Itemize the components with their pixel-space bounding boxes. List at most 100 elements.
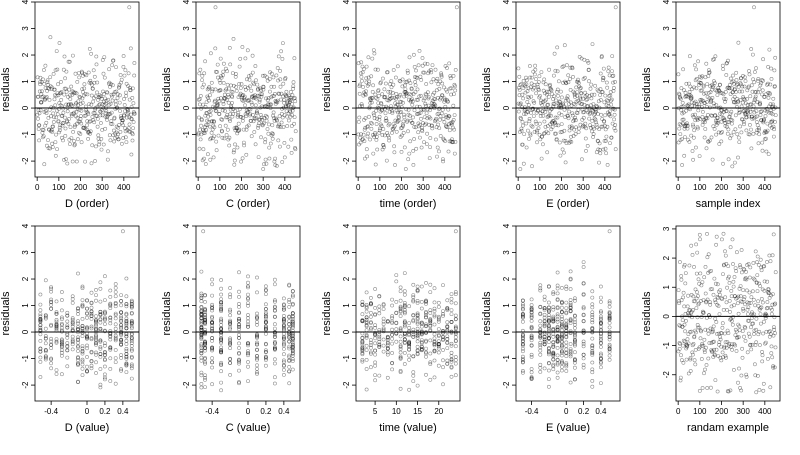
data-point (241, 127, 246, 132)
data-point (534, 110, 539, 115)
data-point (234, 126, 239, 131)
data-point (104, 98, 109, 103)
data-point (731, 97, 736, 102)
data-point (224, 87, 229, 92)
data-point (40, 89, 44, 94)
data-point (111, 133, 116, 138)
data-point (693, 347, 698, 352)
data-point (57, 41, 62, 45)
data-point (521, 161, 526, 166)
data-point (760, 140, 765, 145)
data-point (773, 113, 778, 118)
data-point (293, 145, 297, 150)
data-point (64, 89, 69, 94)
data-point (768, 102, 773, 107)
data-point (715, 115, 720, 120)
data-point (560, 129, 565, 134)
data-point (382, 87, 387, 92)
data-point (383, 81, 388, 86)
data-point (529, 352, 534, 357)
data-point (519, 126, 524, 131)
x-tick-label: 0 (676, 183, 681, 192)
data-point (550, 125, 555, 129)
data-point (770, 112, 775, 117)
data-point (286, 102, 291, 107)
data-point (738, 110, 742, 115)
data-point (86, 112, 91, 116)
data-point (590, 384, 595, 389)
data-point (82, 82, 87, 87)
data-point (689, 100, 694, 105)
data-point (374, 134, 379, 139)
data-point (410, 97, 415, 102)
data-point (740, 329, 745, 334)
data-point (124, 276, 129, 281)
data-point (271, 113, 276, 118)
data-point (44, 120, 49, 125)
data-point (747, 114, 752, 119)
data-point (697, 232, 702, 237)
data-point (525, 89, 530, 94)
data-point (416, 124, 421, 129)
data-point (80, 373, 85, 378)
data-point (546, 102, 551, 107)
data-point (611, 89, 616, 93)
data-point (272, 84, 277, 89)
data-point (558, 130, 563, 135)
data-point (54, 326, 59, 331)
data-point (545, 150, 550, 155)
data-point (78, 101, 83, 106)
y-axis-label: residuals (641, 67, 653, 112)
data-point (525, 100, 530, 104)
data-point (97, 93, 102, 98)
data-point (114, 130, 119, 135)
data-point (732, 87, 737, 92)
data-point (361, 93, 366, 98)
data-point (564, 306, 569, 311)
data-point (688, 96, 693, 101)
data-point (204, 111, 209, 116)
y-axis-label: residuals (161, 291, 173, 336)
data-point (699, 315, 704, 319)
data-point (94, 54, 99, 59)
data-point (403, 83, 407, 88)
data-point (243, 87, 248, 92)
data-point (49, 87, 54, 92)
data-point (49, 105, 54, 110)
data-point (438, 134, 443, 138)
data-point (74, 114, 78, 119)
data-point (702, 337, 707, 342)
data-point (94, 341, 98, 346)
data-point (576, 81, 581, 85)
data-point (373, 130, 378, 135)
data-point (552, 51, 557, 56)
data-point (119, 314, 124, 319)
data-point (579, 56, 584, 61)
x-tick-label: 200 (555, 183, 569, 192)
data-point (212, 125, 217, 130)
data-point (554, 98, 559, 103)
data-point (414, 112, 419, 117)
data-point (527, 119, 532, 124)
data-point (740, 84, 745, 89)
data-point (606, 65, 611, 70)
data-point (129, 348, 134, 353)
y-tick-label: -2 (21, 381, 30, 389)
data-point (572, 117, 577, 122)
data-point (254, 109, 259, 114)
data-point (557, 79, 561, 84)
data-point (583, 121, 588, 126)
data-point (568, 65, 573, 70)
data-point (197, 71, 202, 76)
data-point (583, 94, 588, 99)
data-point (81, 93, 86, 98)
data-point (76, 326, 80, 331)
data-point (400, 77, 405, 82)
data-point (246, 351, 250, 356)
data-point (684, 81, 689, 86)
data-point (435, 154, 439, 159)
data-point (402, 292, 407, 297)
data-point (754, 390, 759, 395)
data-point (402, 289, 407, 294)
